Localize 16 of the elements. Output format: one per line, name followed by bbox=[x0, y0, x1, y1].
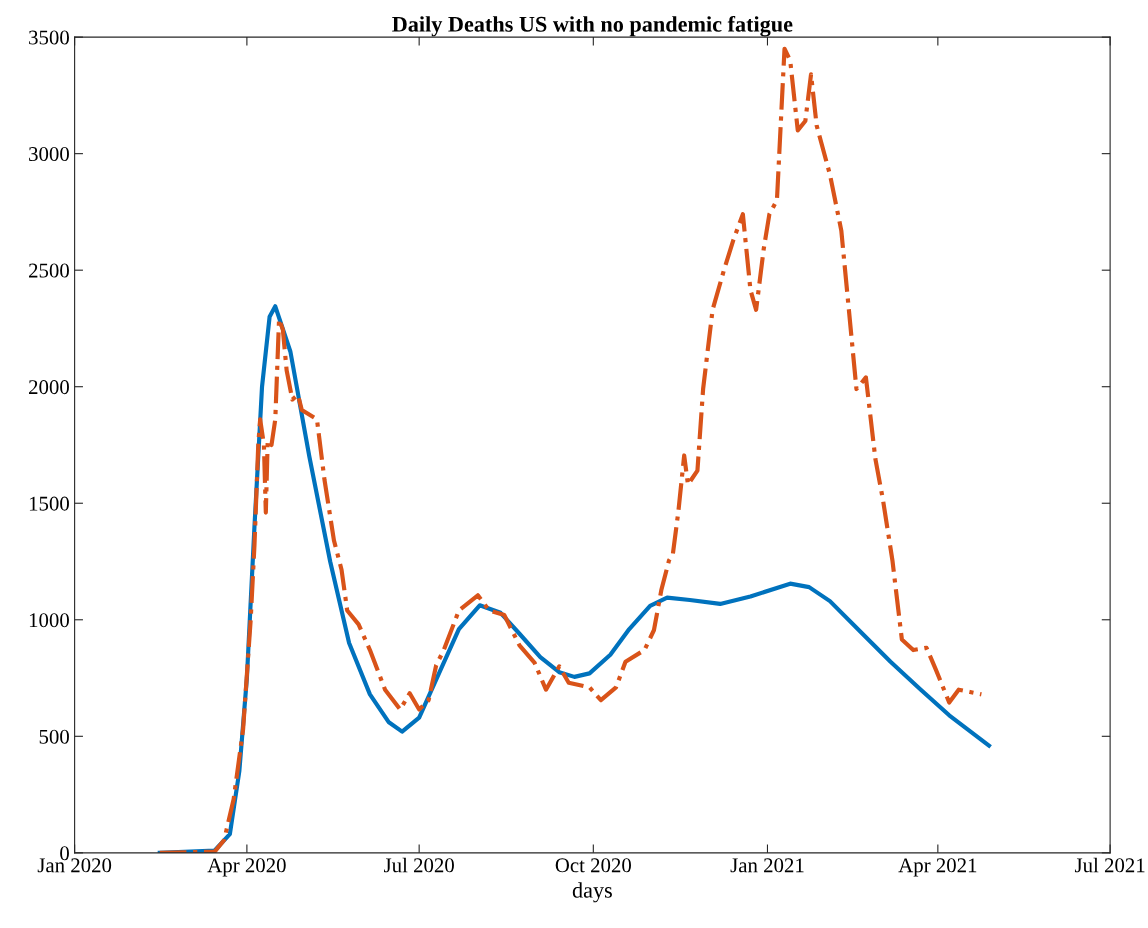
x-tick-label: Jul 2021 bbox=[1074, 857, 1145, 873]
x-axis-title: days bbox=[572, 882, 612, 903]
x-tick-label: Jul 2020 bbox=[384, 857, 454, 873]
x-tick-label: Jan 2021 bbox=[730, 858, 804, 873]
x-tick-label: Apr 2020 bbox=[207, 858, 286, 877]
line-series bbox=[157, 46, 984, 853]
y-tick-label: 2000 bbox=[29, 380, 69, 395]
x-tick-label: Apr 2021 bbox=[898, 858, 977, 877]
y-tick-label: 1000 bbox=[29, 613, 69, 628]
y-tick-label: 3000 bbox=[29, 147, 69, 162]
y-tick-label: 3500 bbox=[29, 30, 69, 45]
y-tick-label: 1500 bbox=[29, 496, 69, 511]
y-tick-label: 500 bbox=[39, 729, 69, 744]
chart-title: Daily Deaths US with no pandemic fatigue bbox=[392, 15, 793, 37]
y-tick-label: 2500 bbox=[29, 263, 69, 278]
x-tick-label: Oct 2020 bbox=[555, 858, 631, 873]
